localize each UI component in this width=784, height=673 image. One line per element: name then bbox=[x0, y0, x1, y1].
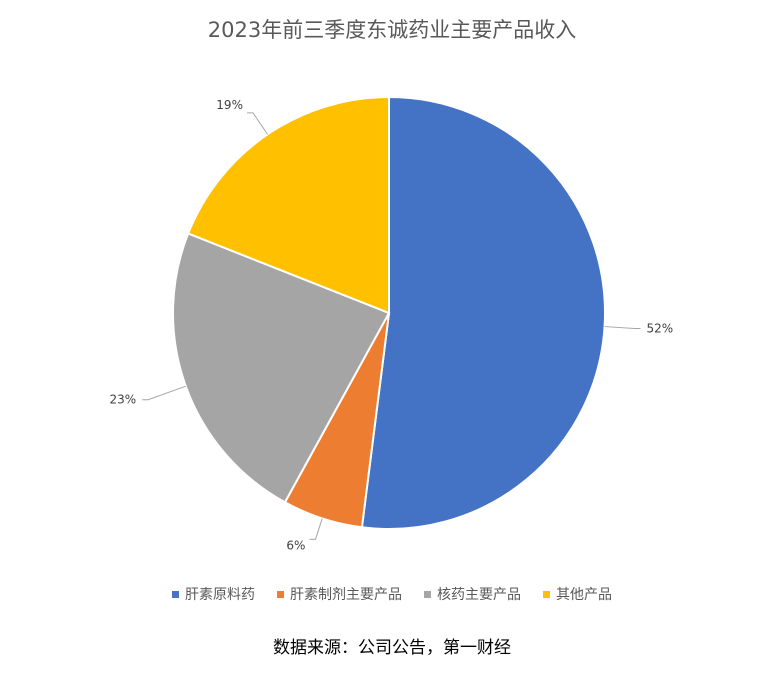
legend-swatch bbox=[424, 590, 431, 598]
leader-line bbox=[309, 518, 323, 540]
legend-swatch bbox=[277, 590, 284, 598]
legend-label: 肝素制剂主要产品 bbox=[290, 587, 402, 603]
legend-label: 核药主要产品 bbox=[437, 587, 521, 603]
slice-heparin-api bbox=[360, 95, 606, 530]
legend: 肝素原料药 肝素制剂主要产品 核药主要产品 其他产品 bbox=[0, 584, 784, 604]
leader-line bbox=[246, 112, 269, 135]
data-labels: 52% 6% 23% 19% bbox=[109, 98, 673, 553]
pie-slices bbox=[172, 95, 606, 530]
legend-item-other-products: 其他产品 bbox=[543, 584, 612, 604]
leader-line bbox=[604, 326, 641, 329]
legend-item-nuclear-medicine: 核药主要产品 bbox=[424, 584, 521, 604]
label-nuclear-medicine: 23% bbox=[109, 393, 136, 407]
legend-item-heparin-api: 肝素原料药 bbox=[172, 584, 255, 604]
leader-lines bbox=[142, 112, 641, 540]
legend-label: 其他产品 bbox=[556, 587, 612, 603]
label-other-products: 19% bbox=[216, 98, 243, 112]
legend-swatch bbox=[172, 590, 179, 598]
legend-label: 肝素原料药 bbox=[185, 587, 255, 603]
legend-item-heparin-preparations: 肝素制剂主要产品 bbox=[277, 584, 402, 604]
leader-line bbox=[142, 385, 186, 401]
chart-title: 2023年前三季度东诚药业主要产品收入 bbox=[207, 18, 577, 42]
label-heparin-preparations: 6% bbox=[286, 538, 305, 552]
source-note: 数据来源：公司公告，第一财经 bbox=[273, 638, 511, 658]
label-heparin-api: 52% bbox=[647, 321, 674, 335]
legend-swatch bbox=[543, 590, 550, 598]
